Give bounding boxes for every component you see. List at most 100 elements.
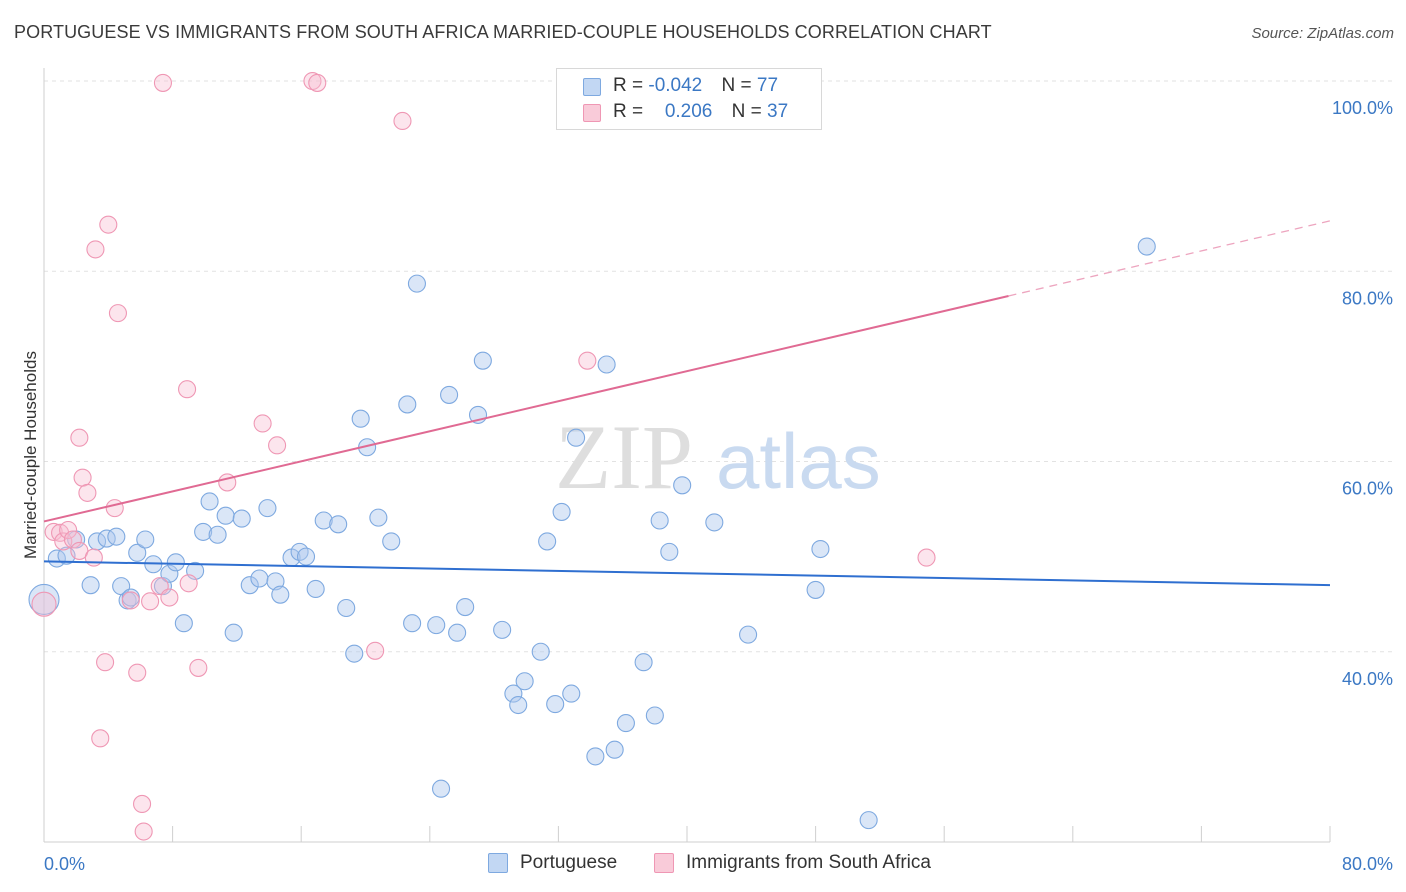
south-africa-point [253, 414, 272, 433]
portuguese-point [250, 569, 269, 588]
trend-lines [43, 220, 1331, 587]
portuguese-point [136, 530, 155, 549]
south-africa-trend-extension [1008, 220, 1331, 297]
portuguese-point [271, 585, 290, 604]
tick-labels: 40.0% 60.0% 80.0% 100.0% 0.0% 80.0% [44, 98, 1393, 874]
portuguese-point [427, 616, 446, 635]
south-africa-point [31, 591, 57, 617]
watermark-zip: ZIP [555, 406, 693, 508]
south-africa-point [96, 653, 115, 672]
series-swatch-south-africa [654, 853, 674, 873]
portuguese-point [107, 527, 126, 546]
portuguese-point [232, 509, 251, 528]
portuguese-point [200, 492, 219, 511]
legend-r-label: R = [613, 75, 649, 96]
south-africa-point [189, 658, 208, 677]
south-africa-point [308, 73, 327, 92]
portuguese-point [705, 513, 724, 532]
south-africa-point [108, 304, 127, 323]
portuguese-point [660, 542, 679, 561]
south-africa-point [393, 111, 412, 131]
portuguese-point [552, 502, 571, 521]
legend-n-label: N = [731, 101, 768, 122]
portuguese-point [806, 580, 825, 599]
legend-r-value: 0.206 [664, 101, 713, 122]
portuguese-point [403, 614, 422, 633]
south-africa-point [153, 73, 173, 92]
portuguese-point [567, 428, 586, 447]
legend-swatch-south-africa [583, 104, 601, 122]
south-africa-point [86, 240, 105, 259]
south-africa-point [91, 729, 110, 748]
portuguese-point [208, 525, 227, 544]
legend-n-value: 37 [767, 101, 789, 122]
portuguese-point [128, 543, 147, 562]
portuguese-point [314, 511, 333, 530]
legend-r-value: -0.042 [648, 75, 703, 96]
south-africa-point [59, 520, 78, 540]
portuguese-point [546, 695, 565, 714]
portuguese-point [456, 597, 475, 617]
legend-swatch-portuguese [583, 78, 601, 96]
portuguese-point [266, 572, 285, 591]
portuguese-point [605, 740, 624, 759]
series-label-portuguese: Portuguese [520, 852, 618, 873]
portuguese-point [166, 553, 185, 572]
south-africa-point [70, 428, 89, 447]
portuguese-point [504, 684, 523, 703]
portuguese-point [351, 409, 370, 428]
south-africa-point [105, 499, 124, 518]
data-points [28, 71, 1156, 841]
south-africa-point [84, 548, 103, 567]
portuguese-point [337, 598, 356, 618]
portuguese-point [739, 625, 758, 644]
portuguese-point [28, 583, 60, 615]
portuguese-point [296, 547, 316, 566]
portuguese-point [473, 351, 492, 370]
south-africa-point [63, 530, 82, 549]
south-africa-point [366, 641, 385, 660]
chart-title: PORTUGUESE VS IMMIGRANTS FROM SOUTH AFRI… [14, 22, 992, 42]
portuguese-point [345, 644, 364, 663]
y-tick-label: 80.0% [1342, 288, 1393, 308]
portuguese-point [432, 779, 451, 798]
south-africa-point [160, 588, 179, 607]
portuguese-point [531, 642, 550, 661]
portuguese-point [224, 623, 243, 642]
south-africa-point [268, 436, 287, 455]
south-africa-point [73, 468, 92, 487]
portuguese-point [382, 532, 401, 551]
y-axis-label: Married-couple Households [21, 351, 40, 559]
portuguese-point [174, 614, 193, 633]
stats-legend: R = -0.042 N = 77 R = 0.206 N = 37 [556, 68, 822, 130]
x-tick-label: 0.0% [44, 854, 85, 874]
portuguese-point [194, 522, 213, 541]
portuguese-point [645, 706, 664, 725]
portuguese-point [398, 395, 417, 414]
portuguese-point [586, 747, 605, 766]
south-africa-point [128, 663, 147, 682]
portuguese-point [634, 653, 653, 672]
portuguese-point [562, 684, 581, 703]
watermark-atlas: atlas [716, 417, 881, 505]
portuguese-point [329, 515, 348, 534]
source-label: Source: ZipAtlas.com [1251, 25, 1394, 42]
portuguese-point [673, 476, 692, 495]
portuguese-point [515, 672, 534, 691]
series-swatch-portuguese [488, 853, 508, 873]
portuguese-point [1137, 237, 1156, 256]
south-africa-point [141, 592, 160, 611]
x-tick-label: 80.0% [1342, 854, 1393, 874]
portuguese-point [440, 385, 459, 404]
south-africa-point [44, 522, 63, 541]
south-africa-point [99, 215, 118, 234]
grid-lines [44, 80, 1392, 653]
series-label-south-africa: Immigrants from South Africa [686, 852, 931, 873]
south-africa-point [178, 380, 197, 399]
legend-r-label: R = [613, 101, 649, 122]
portuguese-point [597, 355, 616, 374]
portuguese-point [616, 714, 635, 733]
portuguese-trend-line [43, 560, 1331, 587]
portuguese-point [240, 576, 259, 595]
